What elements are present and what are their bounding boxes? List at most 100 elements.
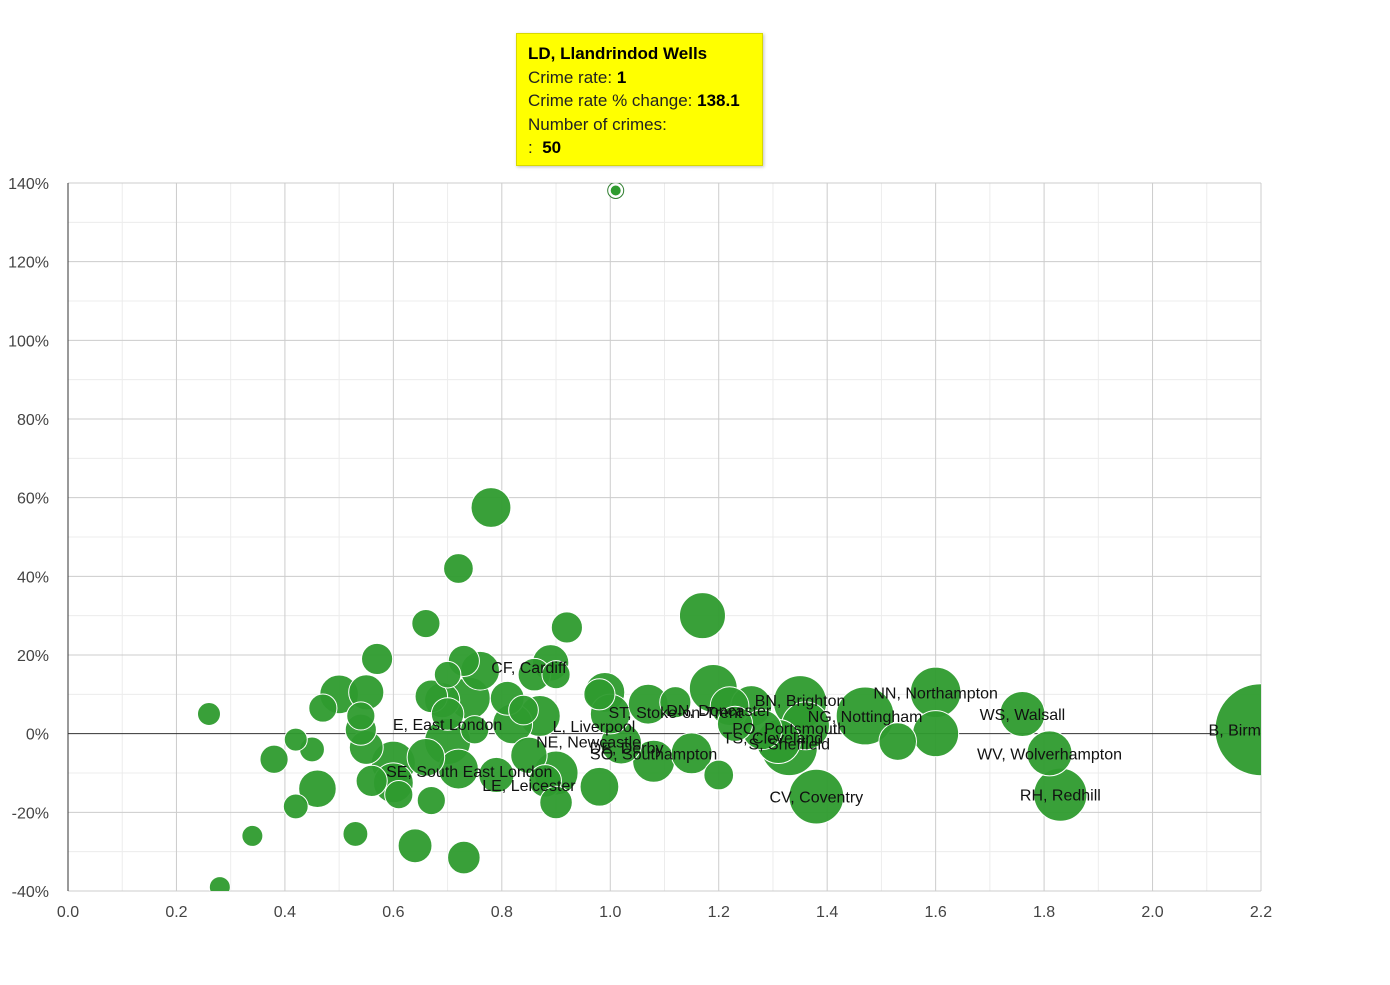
bubble-point[interactable] <box>835 686 895 746</box>
bubble-point[interactable] <box>703 759 735 791</box>
bubble-series <box>196 183 1307 898</box>
bubble-point[interactable] <box>579 766 620 807</box>
bubble-point[interactable] <box>397 828 433 864</box>
bubble-labels: CF, Cardiff E, East London SE, South East … <box>386 660 1314 807</box>
bubble-point[interactable] <box>659 686 692 719</box>
y-tick-label: -20% <box>12 805 49 822</box>
bubble-point[interactable] <box>550 611 583 644</box>
y-tick-label: 60% <box>17 491 49 508</box>
bubble-point[interactable] <box>361 642 394 676</box>
bubble-point[interactable] <box>282 793 309 820</box>
x-tick-label: 1.0 <box>599 904 621 921</box>
bubble-label: LE, Leicester <box>482 778 576 795</box>
bubble-point[interactable] <box>1026 730 1073 777</box>
bubble-point[interactable] <box>508 694 539 726</box>
bubble-point[interactable] <box>384 780 414 810</box>
x-tick-label: 2.0 <box>1141 904 1163 921</box>
tooltip: LD, Llandrindod Wells Crime rate: 1 Crim… <box>516 33 763 166</box>
x-tick-label: 1.4 <box>816 904 838 921</box>
y-tick-label: 0% <box>26 727 49 744</box>
bubble-point[interactable] <box>298 769 337 809</box>
y-tick-label: 20% <box>17 648 49 665</box>
bubble-point[interactable] <box>541 660 571 690</box>
x-tick-label: 0.8 <box>491 904 513 921</box>
bubble-label: DE, Derby <box>590 740 664 757</box>
bubble-point[interactable] <box>342 821 369 847</box>
tooltip-crime-rate-label: Crime rate: <box>528 67 613 87</box>
bubble-point[interactable] <box>510 736 548 774</box>
bubble-point[interactable] <box>196 701 221 727</box>
bubble-point[interactable] <box>416 785 446 816</box>
bubble-label: L, Liverpool <box>553 719 636 736</box>
y-tick-label: -40% <box>12 884 49 901</box>
highlighted-bubble-ring <box>607 183 625 199</box>
bubble-point[interactable] <box>430 697 465 731</box>
bubble-point[interactable] <box>259 744 289 774</box>
bubble-label: SO, Southampton <box>590 746 717 763</box>
x-tick-label: 0.4 <box>274 904 296 921</box>
x-tick-label: 1.6 <box>925 904 947 921</box>
bubble-label: WV, Wolverhampton <box>977 746 1122 763</box>
tooltip-crime-rate-value: 1 <box>616 67 627 87</box>
tooltip-crimes: : 50 <box>528 136 751 160</box>
bubble-label: BN, Brighton <box>755 693 846 710</box>
bubble-label: RH, Redhill <box>1020 788 1101 805</box>
tooltip-title: LD, Llandrindod Wells <box>528 44 708 63</box>
bubble-point[interactable] <box>355 764 388 797</box>
bubble-point[interactable] <box>411 608 441 639</box>
bubble-point[interactable] <box>1214 683 1307 777</box>
bubble-label: CF, Cardiff <box>491 660 567 677</box>
bubble-point[interactable] <box>670 732 713 775</box>
bubble-point[interactable] <box>539 785 573 820</box>
highlighted-bubble[interactable] <box>608 183 623 198</box>
bubble-point[interactable] <box>283 727 308 752</box>
bubble-point[interactable] <box>460 715 490 745</box>
bubble-point[interactable] <box>406 737 446 777</box>
bubble-point[interactable] <box>433 660 462 689</box>
bubble-label: WS, Walsall <box>980 707 1066 724</box>
bubble-label: CV, Coventry <box>770 790 864 807</box>
bubble-point[interactable] <box>443 553 474 584</box>
bubble-label: ST, Stoke-on-Trent <box>609 705 743 722</box>
bubble-point[interactable] <box>478 756 515 794</box>
bubble-point[interactable] <box>678 592 726 640</box>
axes: 0.0 0.2 0.4 0.6 0.8 1.0 1.2 1.4 1.6 1.8 2.0 2.2 -40%… <box>8 176 1272 921</box>
bubble-label: B, Birmingham <box>1209 723 1314 740</box>
tooltip-crimes-label: Number of crimes: <box>528 114 667 134</box>
bubble-point[interactable] <box>583 678 616 711</box>
bubble-point[interactable] <box>447 840 481 875</box>
x-tick-label: 0.2 <box>165 904 187 921</box>
bubble-point[interactable] <box>878 722 917 761</box>
x-tick-label: 2.2 <box>1250 904 1272 921</box>
bubble-point[interactable] <box>208 876 231 898</box>
y-tick-label: 140% <box>8 176 49 193</box>
y-tick-label: 120% <box>8 255 49 272</box>
bubble-label: NE, Newcastle <box>536 735 641 752</box>
bubble-point[interactable] <box>308 693 338 723</box>
bubble-label: E, East London <box>393 717 502 734</box>
bubble-label: PO, Portsmouth <box>732 721 846 738</box>
tooltip-change-label: Crime rate % change: <box>528 91 693 110</box>
bubble-label: TS, Cleveland <box>723 731 824 748</box>
bubble-point[interactable] <box>999 690 1046 738</box>
bubble-point[interactable] <box>716 705 754 742</box>
bubble-point[interactable] <box>346 701 376 731</box>
bubble-point[interactable] <box>788 768 845 825</box>
x-tick-label: 1.2 <box>708 904 730 921</box>
tooltip-change-value: 138.1 <box>697 91 740 110</box>
y-tick-label: 100% <box>8 333 49 350</box>
bubble-point[interactable] <box>470 487 512 528</box>
bubble-label: S, Sheffield <box>748 737 830 754</box>
tooltip-crimes-value: 50 <box>542 138 562 157</box>
bubble-label: SE, South East London <box>386 764 552 781</box>
bubble-label: DN, Doncaster <box>666 703 772 720</box>
bubble-point[interactable] <box>241 824 264 847</box>
tooltip-crimes-prefix: : <box>528 138 533 157</box>
bubble-label: NG, Nottingham <box>808 709 923 726</box>
y-tick-label: 40% <box>17 569 49 586</box>
tooltip-crime-rate: Crime rate: 1 <box>528 66 751 90</box>
bubble-label: NN, Northampton <box>873 685 998 702</box>
y-tick-label: 80% <box>17 412 49 429</box>
